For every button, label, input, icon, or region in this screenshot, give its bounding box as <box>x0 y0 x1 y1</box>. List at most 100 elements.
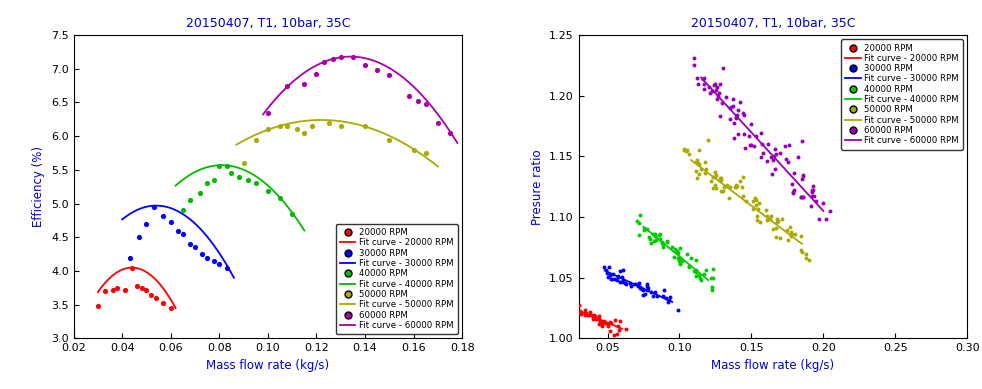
Point <box>803 203 819 209</box>
Point <box>639 226 655 232</box>
Point <box>606 332 622 338</box>
Point <box>219 265 235 271</box>
Point <box>702 90 718 96</box>
Point <box>804 187 820 193</box>
Point <box>691 272 707 278</box>
Point <box>742 142 758 149</box>
Point <box>744 198 760 204</box>
Point <box>613 268 628 274</box>
Point <box>636 225 652 231</box>
Point <box>272 195 288 201</box>
Point <box>751 200 767 206</box>
Point <box>573 308 588 314</box>
Point <box>815 200 831 207</box>
Point <box>581 312 597 318</box>
Point <box>105 287 121 293</box>
Point <box>804 193 820 199</box>
Point <box>732 99 747 105</box>
Point <box>726 96 741 103</box>
Point <box>691 161 707 168</box>
Point <box>736 193 751 199</box>
Point <box>798 251 814 257</box>
Point <box>155 213 171 219</box>
Point <box>638 281 654 287</box>
Point <box>790 154 805 160</box>
Point <box>211 261 227 267</box>
Point <box>704 88 720 94</box>
Point <box>617 280 632 286</box>
Point <box>763 154 779 161</box>
Point <box>703 275 719 282</box>
Point <box>401 93 416 99</box>
Point <box>333 54 349 60</box>
Point <box>721 195 736 201</box>
Point <box>784 231 799 237</box>
Point <box>618 281 633 287</box>
Point <box>649 293 665 299</box>
Point <box>724 104 739 110</box>
Point <box>772 235 788 241</box>
Point <box>770 218 786 224</box>
Point <box>615 278 630 284</box>
Point <box>231 173 246 180</box>
Point <box>706 266 722 272</box>
Point <box>627 281 642 287</box>
Point <box>701 84 717 90</box>
Point <box>730 131 745 137</box>
Point <box>623 279 638 286</box>
Point <box>714 100 730 106</box>
Point <box>743 142 759 148</box>
Point <box>410 98 426 104</box>
Point <box>688 273 704 279</box>
Point <box>656 287 672 293</box>
Point <box>568 306 583 312</box>
Point <box>442 130 458 136</box>
Point <box>183 241 198 247</box>
Point <box>206 177 222 183</box>
Point <box>97 288 113 294</box>
Point <box>631 232 647 238</box>
Point <box>134 285 149 291</box>
Point <box>406 147 421 153</box>
Point <box>654 240 670 246</box>
Point <box>670 307 685 313</box>
Point <box>707 174 723 180</box>
Point <box>748 196 764 203</box>
Point <box>285 210 300 217</box>
Point <box>811 216 827 223</box>
Point <box>357 123 373 129</box>
Point <box>333 123 349 129</box>
Point <box>770 219 786 226</box>
Point <box>615 267 630 273</box>
Point <box>782 224 797 231</box>
Point <box>607 317 623 323</box>
Point <box>783 229 798 235</box>
Point <box>696 75 712 81</box>
Point <box>780 159 795 165</box>
Point <box>369 67 385 73</box>
Point <box>90 303 106 309</box>
Point <box>211 163 227 170</box>
Point <box>148 295 164 301</box>
Point <box>632 284 648 290</box>
Point <box>672 258 687 264</box>
Point <box>175 231 191 237</box>
Point <box>764 171 780 177</box>
Point <box>676 147 691 153</box>
Point <box>642 237 658 243</box>
Point <box>618 326 633 332</box>
Point <box>753 130 769 136</box>
Point <box>634 286 650 292</box>
Point <box>588 316 604 322</box>
Point <box>155 300 171 307</box>
Point <box>780 237 795 244</box>
Point <box>690 81 706 87</box>
Point <box>681 263 696 270</box>
Point <box>722 105 737 111</box>
Point <box>615 277 630 283</box>
Point <box>596 318 612 324</box>
Point <box>632 212 648 218</box>
Point <box>655 244 671 250</box>
Point <box>630 280 646 286</box>
Point <box>708 185 724 191</box>
